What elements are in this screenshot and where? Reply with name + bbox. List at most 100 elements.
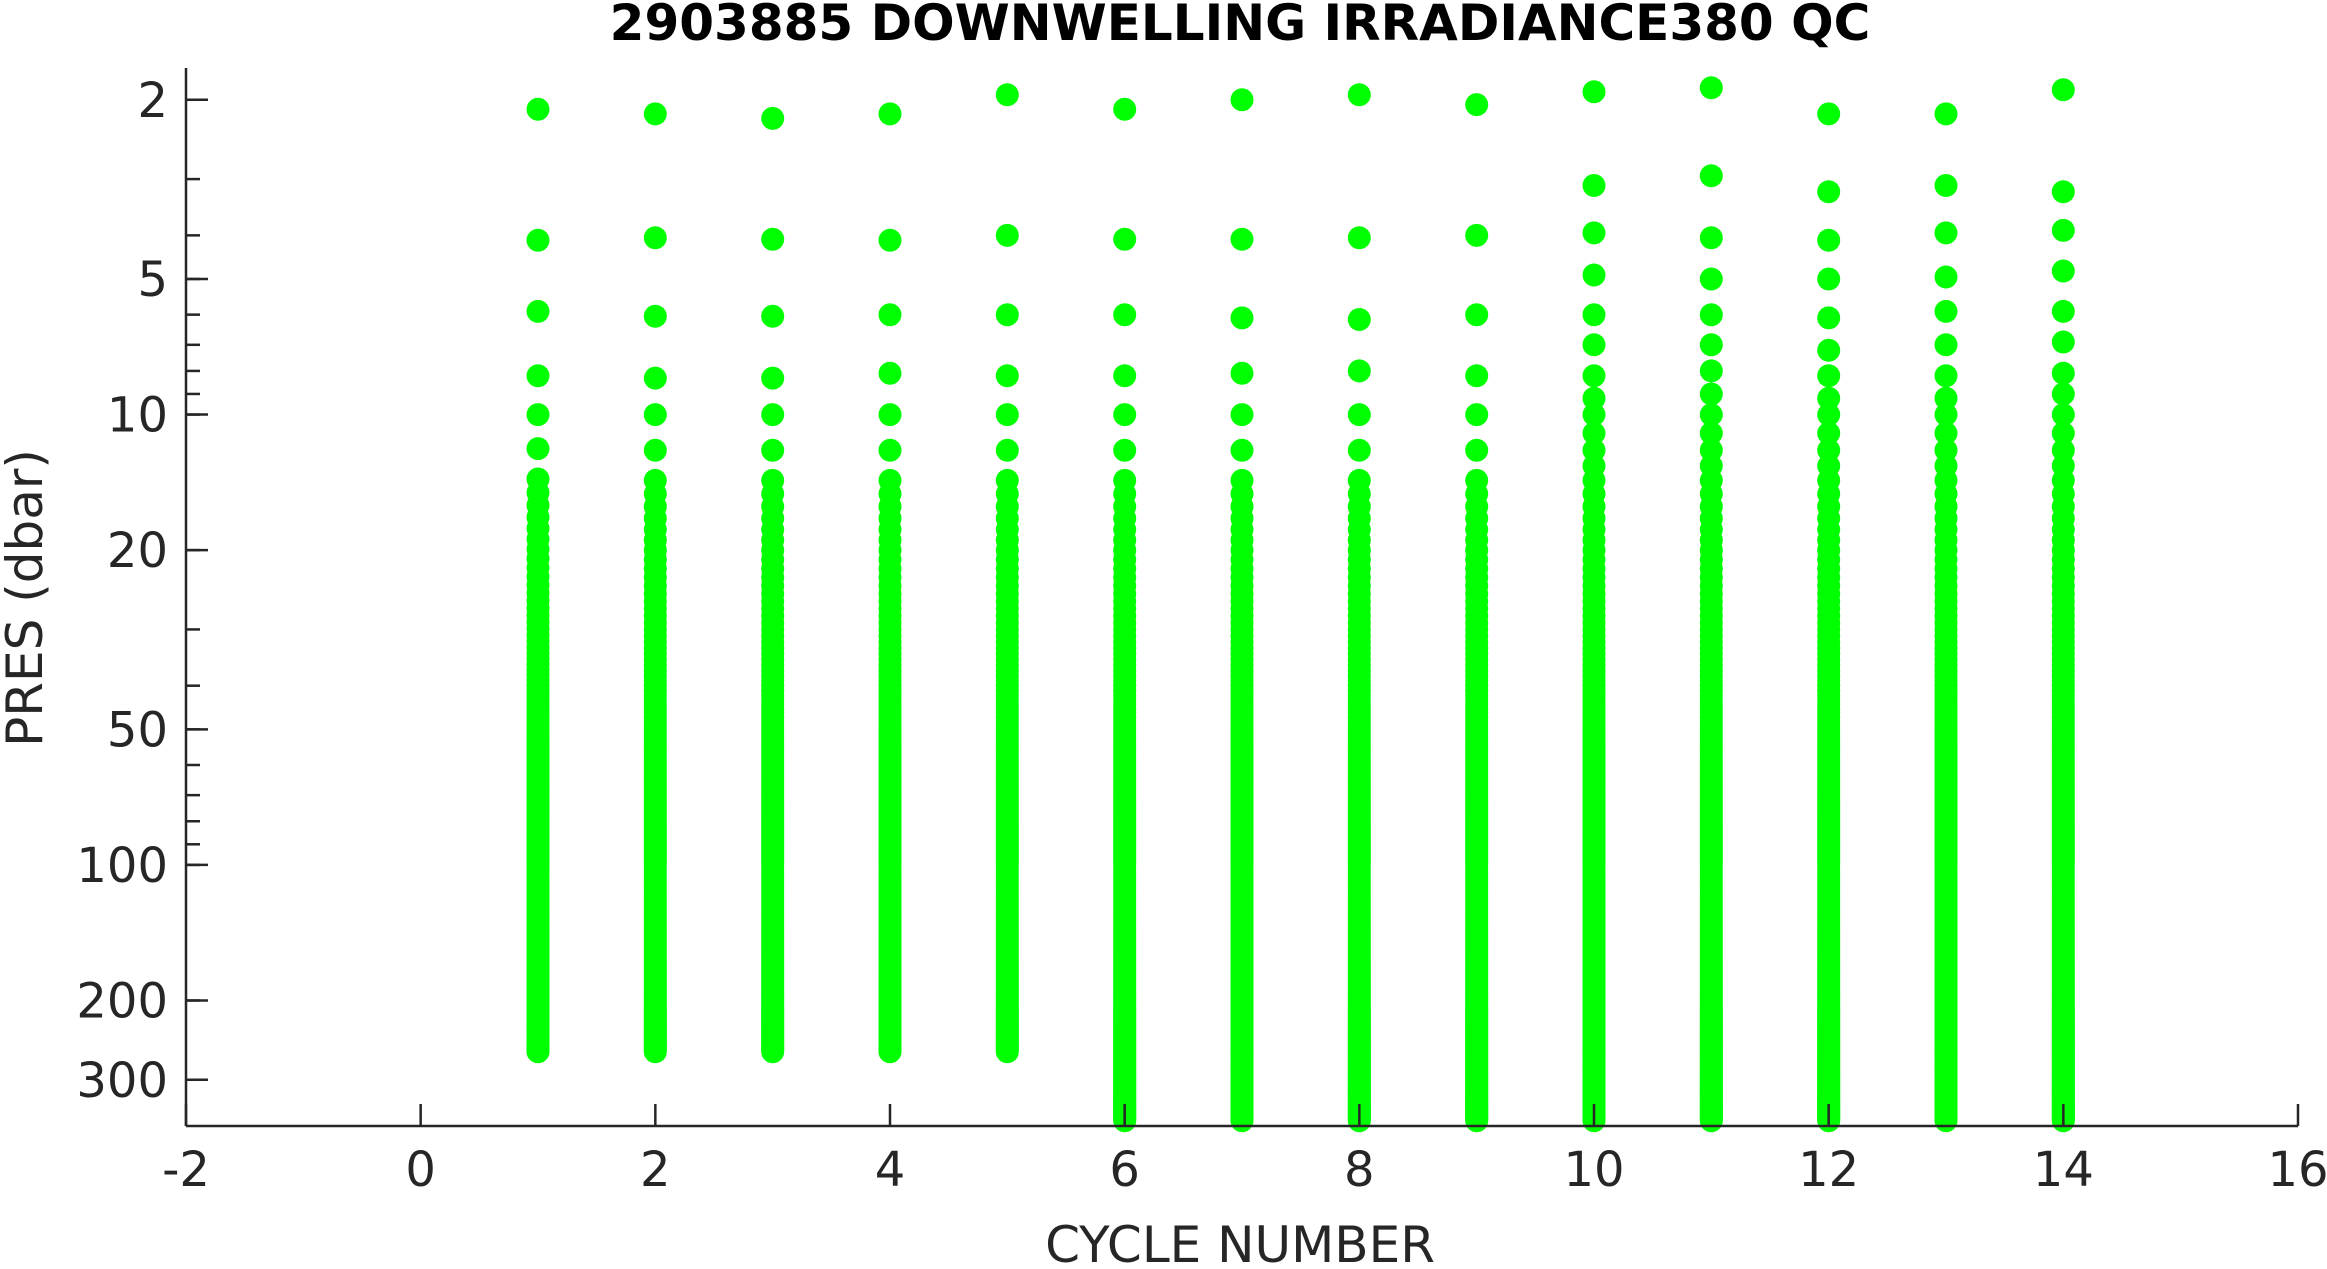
data-point: [1113, 438, 1137, 462]
data-point: [643, 226, 667, 250]
y-tick-label: 300: [76, 1053, 168, 1109]
data-point: [2051, 330, 2075, 354]
x-tick-label: 0: [405, 1142, 436, 1198]
data-point: [761, 227, 785, 251]
data-point: [995, 364, 1019, 388]
data-point: [2051, 299, 2075, 323]
data-point: [1230, 438, 1254, 462]
y-tick-label: 5: [137, 252, 168, 308]
y-axis-ticks: 2 5 10 20 50 100 200 300: [76, 73, 208, 1109]
data-point: [1113, 403, 1137, 427]
data-point: [1817, 386, 1841, 410]
data-point: [995, 403, 1019, 427]
data-point: [1113, 97, 1137, 121]
data-point: [643, 366, 667, 390]
data-point: [1582, 303, 1606, 327]
data-point: [995, 1040, 1019, 1064]
data-point: [2051, 382, 2075, 406]
data-point: [1347, 226, 1371, 250]
data-point: [643, 403, 667, 427]
data-point: [1347, 359, 1371, 383]
data-point: [1817, 421, 1841, 445]
data-point: [1582, 174, 1606, 197]
data-point: [1230, 1109, 1254, 1133]
data-point: [1699, 164, 1723, 188]
data-point: [643, 102, 667, 126]
data-point: [1817, 403, 1841, 427]
data-point: [1465, 93, 1489, 117]
data-point: [761, 438, 785, 462]
y-tick-label: 50: [107, 702, 168, 758]
data-point: [1230, 306, 1254, 330]
data-point: [643, 438, 667, 462]
data-point: [878, 361, 902, 385]
data-point: [1113, 364, 1137, 388]
data-point: [1582, 403, 1606, 427]
data-point: [995, 223, 1019, 247]
data-point: [643, 304, 667, 328]
data-point: [1582, 421, 1606, 445]
x-tick-label: 6: [1109, 1142, 1140, 1198]
y-tick-label: 2: [137, 73, 168, 129]
data-point: [878, 403, 902, 427]
data-point: [2051, 218, 2075, 242]
data-point: [1347, 438, 1371, 462]
x-tick-label: 12: [1798, 1142, 1859, 1198]
cycle-profile: [1347, 83, 1371, 1133]
data-point: [761, 304, 785, 328]
cycle-profile: [878, 102, 902, 1064]
data-point: [1230, 403, 1254, 427]
data-point: [526, 437, 550, 461]
data-point: [995, 303, 1019, 327]
cycle-profile: [526, 97, 550, 1064]
data-point: [526, 228, 550, 252]
x-tick-label: 8: [1344, 1142, 1375, 1198]
data-point: [1699, 226, 1723, 250]
data-point: [1113, 227, 1137, 251]
data-point: [1465, 438, 1489, 462]
data-point: [878, 1040, 902, 1064]
data-point: [1934, 403, 1958, 427]
data-point: [995, 83, 1019, 107]
data-point: [1934, 1109, 1958, 1133]
data-point: [1934, 299, 1958, 323]
data-point: [1582, 386, 1606, 410]
x-axis-label: CYCLE NUMBER: [1045, 1216, 1435, 1269]
data-point: [2051, 259, 2075, 283]
data-point: [1347, 403, 1371, 427]
data-point: [526, 403, 550, 427]
data-point: [878, 438, 902, 462]
cycle-profile: [2051, 78, 2075, 1133]
data-point: [1699, 403, 1723, 427]
data-point: [878, 228, 902, 252]
data-point: [1699, 1109, 1723, 1133]
x-tick-label: -2: [162, 1142, 210, 1198]
data-point: [1465, 303, 1489, 327]
data-point: [1582, 221, 1606, 245]
data-point: [761, 106, 785, 130]
cycle-profile: [995, 83, 1019, 1064]
cycle-profile: [1465, 93, 1489, 1133]
data-point: [761, 1040, 785, 1064]
data-point: [1934, 364, 1958, 388]
data-point: [761, 403, 785, 427]
data-point: [1347, 308, 1371, 331]
data-point: [526, 1040, 550, 1064]
data-point: [1817, 228, 1841, 252]
data-point: [878, 303, 902, 327]
data-point: [1699, 359, 1723, 383]
data-point: [1934, 174, 1958, 197]
chart-title: 2903885 DOWNWELLING IRRADIANCE380 QC: [610, 0, 1871, 52]
x-tick-label: 16: [2267, 1142, 2327, 1198]
y-tick-label: 20: [107, 523, 168, 579]
data-point: [2051, 421, 2075, 445]
data-point: [1934, 265, 1958, 289]
data-point: [1582, 333, 1606, 357]
data-point: [1465, 403, 1489, 427]
data-point: [761, 366, 785, 390]
data-point: [1817, 267, 1841, 291]
x-axis-ticks: -2 0 2 4 6 8 10 12 14 16: [162, 1104, 2327, 1198]
data-point: [2051, 180, 2075, 204]
data-point: [1347, 83, 1371, 107]
